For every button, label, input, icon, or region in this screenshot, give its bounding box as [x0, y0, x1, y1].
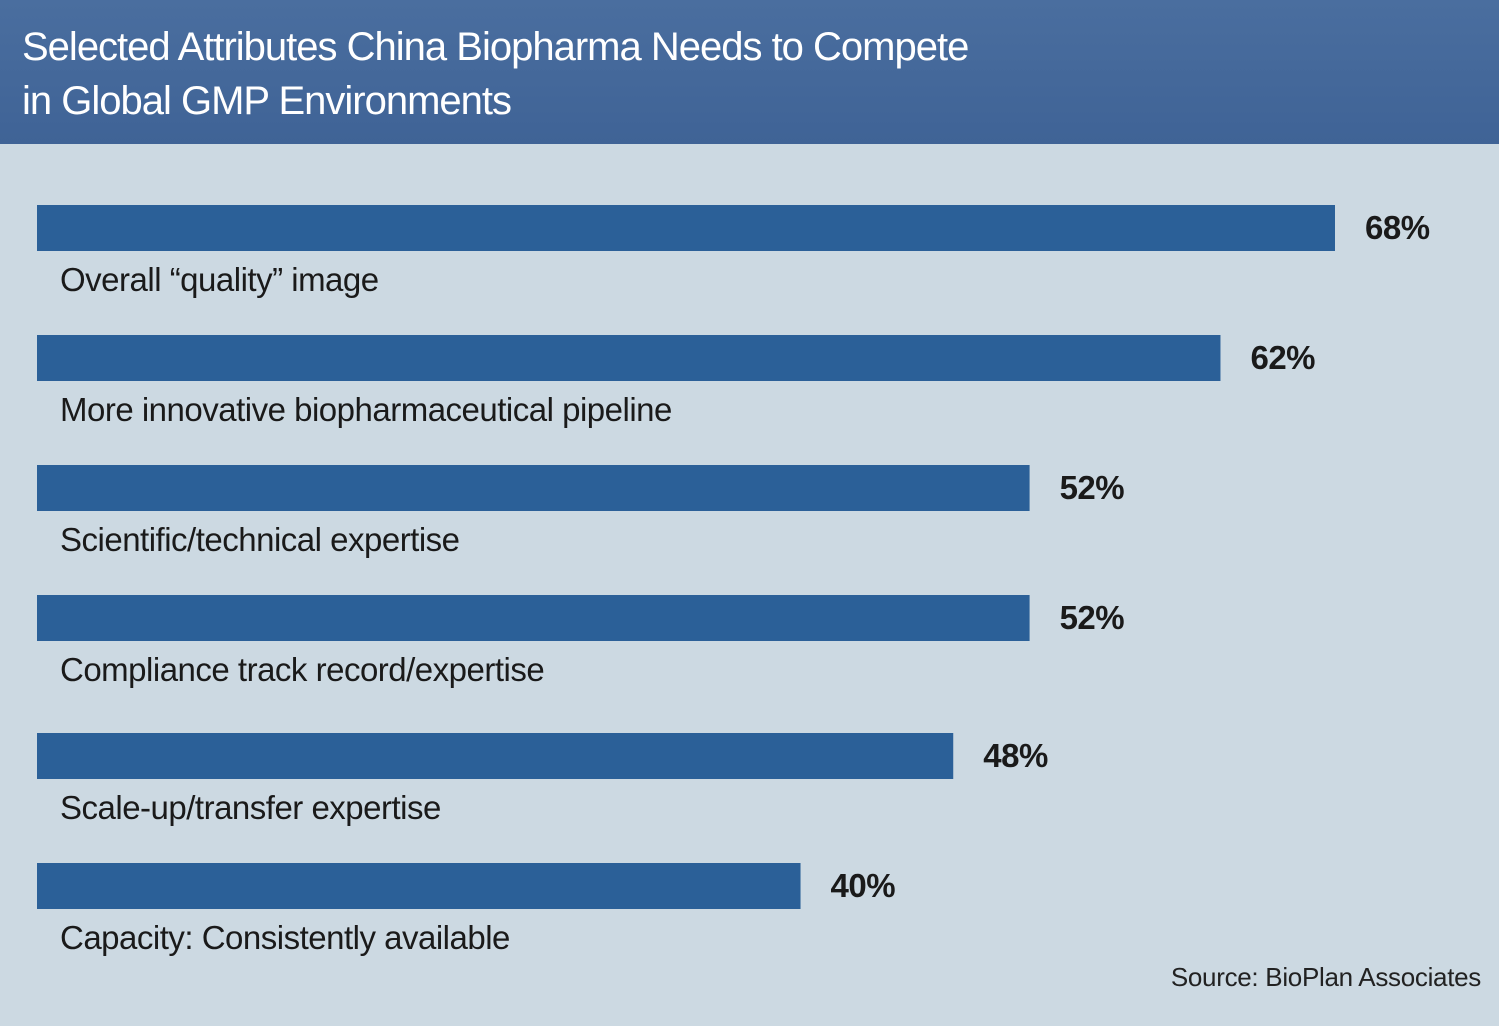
category-label-6: Capacity: Consistently available: [60, 919, 510, 956]
value-label-2: 62%: [1250, 339, 1315, 376]
value-label-5: 48%: [983, 737, 1048, 774]
category-label-4: Compliance track record/expertise: [60, 651, 544, 688]
bar-3: [37, 465, 1030, 511]
bar-2: [37, 335, 1221, 381]
category-label-1: Overall “quality” image: [60, 261, 379, 298]
bar-4: [37, 595, 1030, 641]
category-label-3: Scientific/technical expertise: [60, 521, 460, 558]
category-label-5: Scale-up/transfer expertise: [60, 789, 441, 826]
bar-1: [37, 205, 1335, 251]
chart-title: Selected Attributes China Biopharma Need…: [22, 25, 969, 123]
chart-header: Selected Attributes China Biopharma Need…: [0, 0, 1499, 144]
bar-5: [37, 733, 954, 779]
bar-6: [37, 863, 801, 909]
value-label-4: 52%: [1060, 599, 1125, 636]
category-label-2: More innovative biopharmaceutical pipeli…: [60, 391, 672, 428]
value-label-1: 68%: [1365, 209, 1430, 246]
value-label-6: 40%: [831, 867, 896, 904]
source-note: Source: BioPlan Associates: [1170, 962, 1481, 992]
value-label-3: 52%: [1060, 469, 1125, 506]
